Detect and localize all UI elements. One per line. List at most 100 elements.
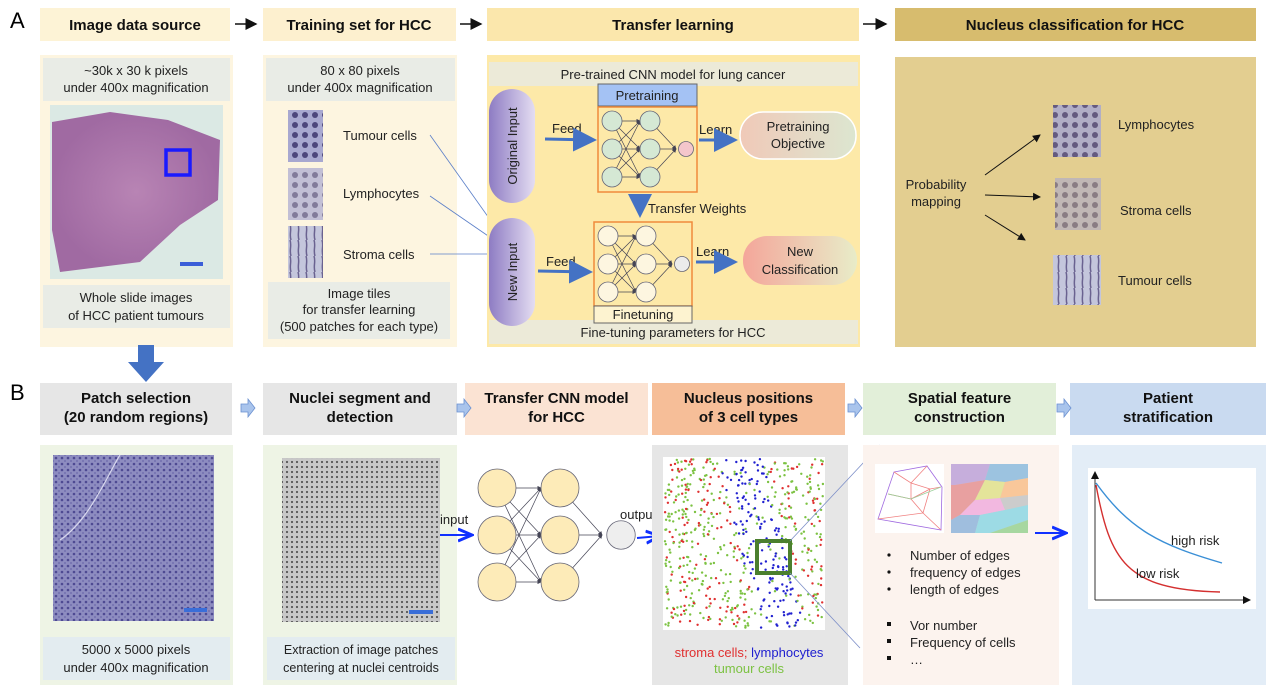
original-input-label: Original Input [505, 107, 520, 185]
nucleus-point [671, 468, 674, 472]
nucleus-point [743, 564, 746, 568]
panel-label-a: A [10, 8, 25, 33]
nucleus-point [692, 458, 695, 461]
nucleus-point [770, 467, 773, 471]
nucleus-point [706, 459, 709, 462]
nucleus-point [702, 616, 705, 620]
nucleus-point [664, 518, 668, 521]
nucleus-point [688, 560, 692, 563]
nucleus-point [821, 482, 825, 486]
nucleus-point [735, 523, 738, 526]
nucleus-point [672, 607, 676, 611]
nucleus-point [688, 570, 691, 574]
nucleus-point [674, 511, 677, 514]
nucleus-point [709, 602, 712, 605]
nucleus-point [684, 488, 688, 491]
bullet-icon [887, 570, 891, 574]
nucleus-point [703, 558, 707, 561]
nucleus-point [794, 624, 797, 627]
nucleus-point [717, 475, 720, 478]
image-source-caption-box [43, 285, 230, 328]
nucleus-point [716, 462, 719, 465]
nucleus-point [744, 527, 747, 531]
tumour-class-image [1053, 255, 1101, 305]
nucleus-point [687, 488, 690, 492]
nucleus-point [719, 545, 722, 549]
nucleus-point [713, 467, 716, 470]
nucleus-point [781, 502, 784, 505]
nucleus-point [702, 534, 706, 538]
nucleus-point [716, 527, 719, 530]
nucleus-point [816, 515, 820, 519]
nucleus-point [744, 482, 747, 485]
nucleus-point [759, 613, 763, 616]
nucleus-point [776, 605, 780, 608]
nucleus-point [761, 465, 764, 468]
nucleus-point [685, 584, 689, 588]
nucleus-point [810, 549, 813, 553]
nucleus-point [757, 518, 760, 521]
nucleus-point [729, 580, 732, 584]
nucleus-point [800, 472, 803, 475]
nucleus-point [670, 573, 673, 576]
nucleus-point [755, 522, 759, 525]
nucleus-point [773, 462, 776, 465]
nucleus-point [712, 537, 716, 540]
nucleus-point [820, 615, 823, 619]
network-node [601, 166, 623, 188]
row-b-header-text: of 3 cell types [699, 409, 798, 426]
nucleus-point [735, 559, 739, 562]
nucleus-point [804, 516, 807, 519]
nucleus-point [811, 621, 814, 625]
header-image-source-text: Image data source [69, 17, 201, 34]
nucleus-point [706, 587, 709, 590]
nucleus-point [682, 556, 685, 559]
step-arrow-icon [1056, 397, 1072, 419]
nucleus-point [678, 541, 681, 544]
nucleus-point [785, 585, 788, 588]
nucleus-point [761, 516, 764, 519]
nucleus-point [816, 497, 819, 500]
nucleus-point [807, 548, 810, 551]
nucleus-point [783, 469, 786, 472]
nucleus-point [676, 606, 679, 609]
nucleus-point [741, 523, 744, 526]
nucleus-point [781, 583, 784, 586]
nucleus-point [703, 525, 706, 529]
nucleus-point [754, 497, 757, 500]
nucleus-point [672, 501, 676, 504]
nucleus-point [802, 569, 806, 572]
nucleus-point [819, 567, 822, 571]
square-bullet-icon [887, 639, 891, 643]
nucleus-point [693, 510, 697, 514]
nucleus-point [816, 484, 820, 487]
nucleus-point [810, 568, 813, 571]
nucleus-point [694, 527, 697, 530]
nucleus-point [772, 558, 775, 561]
nucleus-point [786, 589, 789, 592]
step-arrow-icon [240, 397, 256, 419]
nucleus-point [690, 458, 693, 461]
nucleus-point [682, 510, 686, 513]
row-b-header-box [863, 383, 1056, 435]
nuclei-caption-line: Extraction of image patches [284, 643, 438, 657]
nucleus-point [699, 513, 702, 517]
row-b-header-box [263, 383, 457, 435]
cell-feature-item: … [910, 652, 923, 667]
nucleus-point [718, 512, 722, 515]
nucleus-point [724, 592, 727, 595]
mapping-arrow [984, 192, 1041, 201]
transfer-weights-label: Transfer Weights [648, 201, 747, 216]
nucleus-point [750, 477, 753, 481]
nucleus-point [719, 606, 722, 609]
nucleus-point [799, 594, 802, 597]
nucleus-point [726, 476, 729, 479]
edge-feature-item: frequency of edges [910, 565, 1021, 580]
pretraining-label: Pretraining [616, 88, 679, 103]
nucleus-point [798, 463, 801, 466]
nucleus-point [773, 480, 776, 483]
pretraining-objective-pill [739, 111, 857, 160]
nucleus-point [773, 529, 777, 532]
nucleus-point [753, 488, 756, 492]
nucleus-point [709, 476, 712, 479]
